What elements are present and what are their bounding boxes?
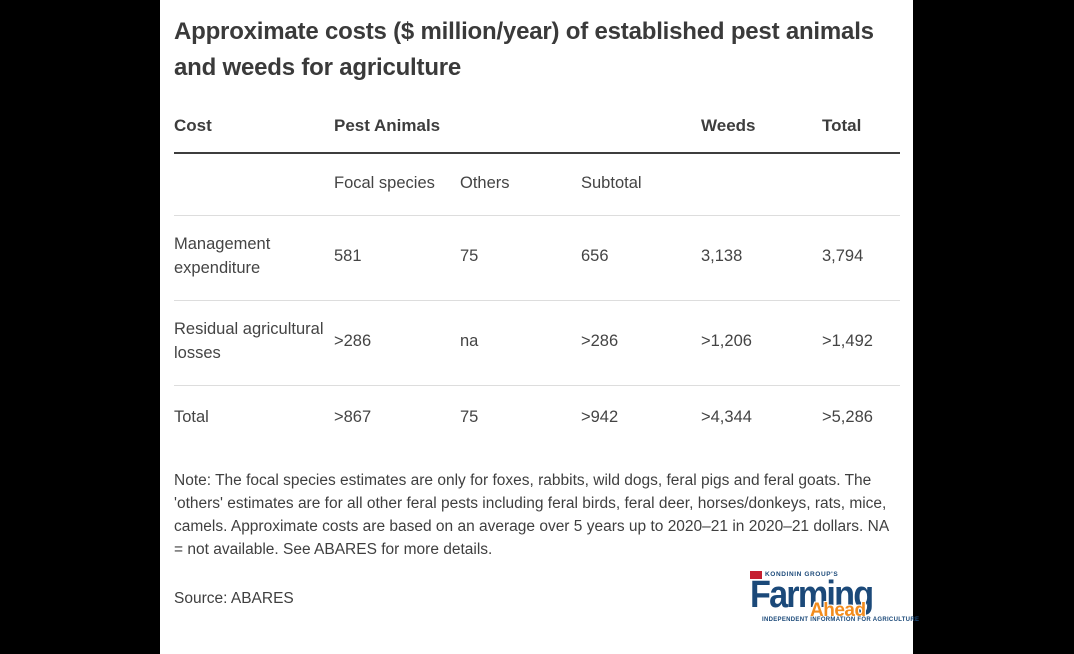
- column-header-pest-animals: Pest Animals: [334, 113, 460, 154]
- logo-ahead-wordmark: Ahead: [810, 599, 866, 621]
- table-subheader-row: Focal species Others Subtotal: [174, 153, 900, 216]
- subheader-others: Others: [460, 153, 581, 216]
- cell-total: >1,492: [822, 300, 900, 386]
- column-header-spacer-1: [460, 113, 581, 154]
- page-title: Approximate costs ($ million/year) of es…: [174, 18, 874, 81]
- cell-subtotal: 656: [581, 215, 701, 301]
- cost-table: Cost Pest Animals Weeds Total Focal spec…: [174, 113, 900, 452]
- subheader-focal-species: Focal species: [334, 153, 460, 216]
- cell-others: na: [460, 300, 581, 386]
- logo-farming-wordmark: Farming: [750, 573, 874, 616]
- table-row-total: Total >867 75 >942 >4,344 >5,286: [174, 386, 900, 452]
- note-text: Note: The focal species estimates are on…: [174, 471, 889, 558]
- subheader-spacer-2: [701, 153, 822, 216]
- table-row: Residual agricultural losses >286 na >28…: [174, 300, 900, 386]
- cell-focal: >867: [334, 408, 372, 426]
- cell-focal: >286: [334, 300, 460, 386]
- table-header-row: Cost Pest Animals Weeds Total: [174, 113, 900, 154]
- row-label: Management expenditure: [174, 215, 334, 301]
- cell-others: 75: [460, 408, 479, 426]
- subheader-spacer-3: [822, 153, 900, 216]
- source-text: Source: ABARES: [174, 589, 294, 607]
- table-row: Management expenditure 581 75 656 3,138 …: [174, 215, 900, 301]
- logo-kicker-row: KONDININ GROUP'S: [750, 570, 900, 579]
- logo-kicker-text: KONDININ GROUP'S: [765, 571, 839, 578]
- cell-others: 75: [460, 215, 581, 301]
- cell-total: >5,286: [822, 408, 873, 426]
- column-header-weeds: Weeds: [701, 113, 822, 154]
- column-header-total: Total: [822, 113, 900, 154]
- footer: Source: ABARES KONDININ GROUP'S Farming …: [174, 570, 919, 623]
- logo-tagline: INDEPENDENT INFORMATION FOR AGRICULTURE: [762, 616, 920, 623]
- cell-subtotal: >286: [581, 300, 701, 386]
- cell-focal: 581: [334, 215, 460, 301]
- row-label: Residual agricultural losses: [174, 300, 334, 386]
- cell-weeds: 3,138: [701, 215, 822, 301]
- farming-ahead-logo: KONDININ GROUP'S Farming Ahead INDEPENDE…: [750, 570, 919, 623]
- column-header-cost: Cost: [174, 113, 334, 154]
- cell-weeds: >4,344: [701, 408, 752, 426]
- row-label: Total: [174, 408, 209, 426]
- kondinin-red-block-icon: [750, 570, 762, 579]
- cell-weeds: >1,206: [701, 300, 822, 386]
- column-header-spacer-2: [581, 113, 701, 154]
- subheader-subtotal: Subtotal: [581, 153, 701, 216]
- subheader-spacer-1: [174, 153, 334, 216]
- content-panel: Approximate costs ($ million/year) of es…: [160, 0, 919, 654]
- cell-subtotal: >942: [581, 408, 619, 426]
- cell-total: 3,794: [822, 215, 900, 301]
